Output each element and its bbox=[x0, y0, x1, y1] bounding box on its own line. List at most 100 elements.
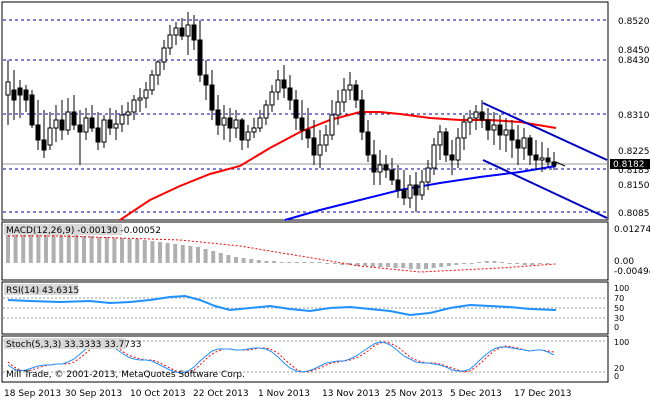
bear-candle bbox=[389, 169, 395, 181]
bear-candle bbox=[413, 184, 419, 196]
macd-histogram-bar bbox=[203, 249, 208, 263]
bear-candle bbox=[359, 99, 365, 133]
macd-histogram-bar bbox=[386, 263, 390, 267]
macd-histogram-bar bbox=[325, 263, 330, 264]
bear-candle bbox=[305, 129, 311, 139]
macd-histogram-bar bbox=[500, 262, 504, 263]
bull-candle bbox=[167, 34, 173, 49]
bear-candle bbox=[515, 139, 521, 149]
macd-histogram-bar bbox=[6, 233, 10, 263]
bear-candle bbox=[551, 161, 557, 166]
macd-histogram-bar bbox=[256, 260, 261, 263]
bull-candle bbox=[263, 104, 269, 119]
macd-histogram-bar bbox=[150, 241, 155, 263]
macd-histogram-bar bbox=[127, 239, 132, 263]
x-axis-label: 5 Dec 2013 bbox=[450, 389, 502, 399]
bull-candle bbox=[503, 129, 509, 136]
x-axis-label: 13 Nov 2013 bbox=[322, 389, 380, 399]
bull-candle bbox=[257, 117, 263, 129]
macd-histogram-bar bbox=[44, 234, 48, 263]
macd-histogram-bar bbox=[446, 263, 451, 266]
bull-candle bbox=[221, 117, 227, 126]
bull-candle bbox=[251, 127, 257, 133]
bull-candle bbox=[347, 84, 353, 91]
bull-candle bbox=[329, 114, 335, 136]
price-level-label: 0.8185 bbox=[618, 166, 650, 176]
macd-histogram-bar bbox=[401, 263, 406, 268]
bull-candle bbox=[275, 79, 281, 93]
macd-tick-label: 0.01274 bbox=[614, 225, 650, 235]
macd-histogram-bar bbox=[51, 234, 56, 263]
rsi-tick-label: 30 bbox=[614, 314, 624, 323]
bear-candle bbox=[23, 89, 29, 101]
bull-candle bbox=[419, 181, 425, 196]
price-panel[interactable] bbox=[1, 1, 609, 221]
bull-candle bbox=[125, 111, 131, 116]
bear-candle bbox=[191, 24, 197, 41]
macd-histogram-bar bbox=[310, 262, 314, 263]
macd-tick-label: -0.00494 bbox=[614, 267, 650, 277]
macd-histogram-bar bbox=[348, 263, 352, 265]
macd-histogram-bar bbox=[82, 236, 86, 263]
rsi-line bbox=[7, 294, 557, 317]
bear-candle bbox=[107, 119, 113, 129]
current-price-tag bbox=[610, 159, 650, 169]
bull-candle bbox=[461, 121, 467, 139]
bull-candle bbox=[185, 24, 191, 37]
bull-candle bbox=[539, 157, 545, 161]
macd-title-box bbox=[4, 224, 122, 235]
macd-histogram-bar bbox=[142, 240, 147, 263]
bull-candle bbox=[521, 137, 527, 149]
rsi-title: RSI(14) 43.6315 bbox=[6, 286, 79, 296]
macd-histogram-bar bbox=[469, 263, 474, 264]
bull-candle bbox=[377, 164, 383, 173]
macd-histogram-bar bbox=[66, 235, 71, 263]
macd-histogram-bar bbox=[249, 259, 254, 263]
bull-candle bbox=[47, 127, 53, 146]
bull-candle bbox=[335, 101, 341, 116]
bull-candle bbox=[455, 137, 461, 161]
x-axis-label: 22 Oct 2013 bbox=[193, 389, 249, 399]
macd-histogram-bar bbox=[272, 261, 276, 263]
bear-candle bbox=[395, 179, 401, 191]
bear-candle bbox=[71, 111, 77, 126]
macd-histogram-bar bbox=[340, 263, 345, 265]
bull-candle bbox=[65, 111, 71, 131]
bull-candle bbox=[425, 167, 431, 183]
bull-candle bbox=[119, 114, 125, 125]
ma-fast-line bbox=[119, 111, 557, 221]
macd-histogram-bar bbox=[226, 255, 231, 263]
bull-candle bbox=[323, 134, 329, 146]
bear-candle bbox=[509, 129, 515, 141]
macd-histogram-bar bbox=[393, 263, 398, 268]
bull-candle bbox=[317, 144, 323, 156]
macd-histogram-bar bbox=[59, 235, 64, 263]
macd-histogram-bar bbox=[515, 263, 520, 264]
bear-candle bbox=[239, 119, 245, 141]
bear-candle bbox=[11, 89, 17, 101]
price-level-label: 0.8430 bbox=[618, 56, 650, 66]
macd-histogram-bar bbox=[158, 242, 162, 263]
macd-histogram-bar bbox=[454, 263, 459, 265]
macd-histogram-bar bbox=[302, 262, 307, 263]
macd-histogram-bar bbox=[477, 262, 482, 263]
bear-candle bbox=[299, 117, 305, 131]
macd-histogram-bar bbox=[234, 257, 238, 263]
bear-candle bbox=[533, 154, 539, 161]
macd-histogram-bar bbox=[21, 233, 26, 263]
price-level-label: 0.8520 bbox=[618, 17, 650, 27]
price-level-label: 0.8085 bbox=[618, 209, 650, 219]
bear-candle bbox=[401, 189, 407, 199]
bull-candle bbox=[131, 99, 137, 113]
bull-candle bbox=[5, 81, 11, 96]
x-axis-label: 1 Nov 2013 bbox=[258, 389, 310, 399]
bear-candle bbox=[35, 124, 41, 141]
macd-histogram-bar bbox=[522, 263, 527, 265]
bear-candle bbox=[545, 157, 551, 163]
bull-candle bbox=[173, 27, 179, 36]
channel-lower-line bbox=[482, 159, 608, 219]
macd-histogram-bar bbox=[112, 238, 117, 263]
macd-histogram-bar bbox=[211, 251, 216, 263]
rsi-tick-label: 100 bbox=[614, 284, 629, 293]
